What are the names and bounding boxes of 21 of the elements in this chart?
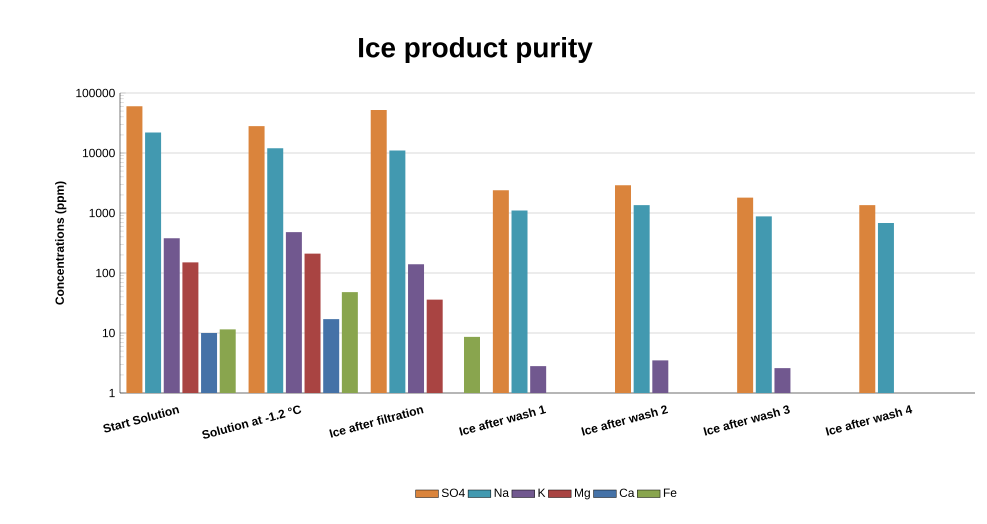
y-axis-title: Concentrations (ppm) [55, 181, 66, 305]
x-tick-label: Ice after wash 3 [703, 405, 790, 436]
y-tick-label: 1 [110, 388, 115, 398]
x-tick-label: Ice after wash 2 [581, 405, 668, 436]
x-tick-label: Ice after wash 1 [459, 405, 546, 436]
y-tick-label: 100000 [76, 88, 115, 98]
legend-label: K [538, 488, 546, 497]
legend-label: Fe [664, 488, 676, 497]
chart-title: Ice product purity [359, 37, 593, 63]
x-tick-label: Ice after wash 4 [825, 405, 912, 436]
legend-label: Ca [620, 488, 634, 498]
x-tick-label: Start Solution [103, 407, 180, 432]
legend-label: Na [494, 488, 510, 497]
legend-label: Mg [575, 488, 590, 500]
y-tick-label: 100 [96, 268, 115, 278]
y-tick-label: 1000 [90, 208, 115, 218]
y-tick-label: 10000 [82, 148, 115, 158]
x-tick-label: Ice after filtration [329, 407, 424, 438]
x-tick-label: Solution at -1.2 °C [202, 406, 302, 439]
legend-label: SO4 [442, 488, 465, 498]
y-tick-label: 10 [102, 328, 115, 338]
